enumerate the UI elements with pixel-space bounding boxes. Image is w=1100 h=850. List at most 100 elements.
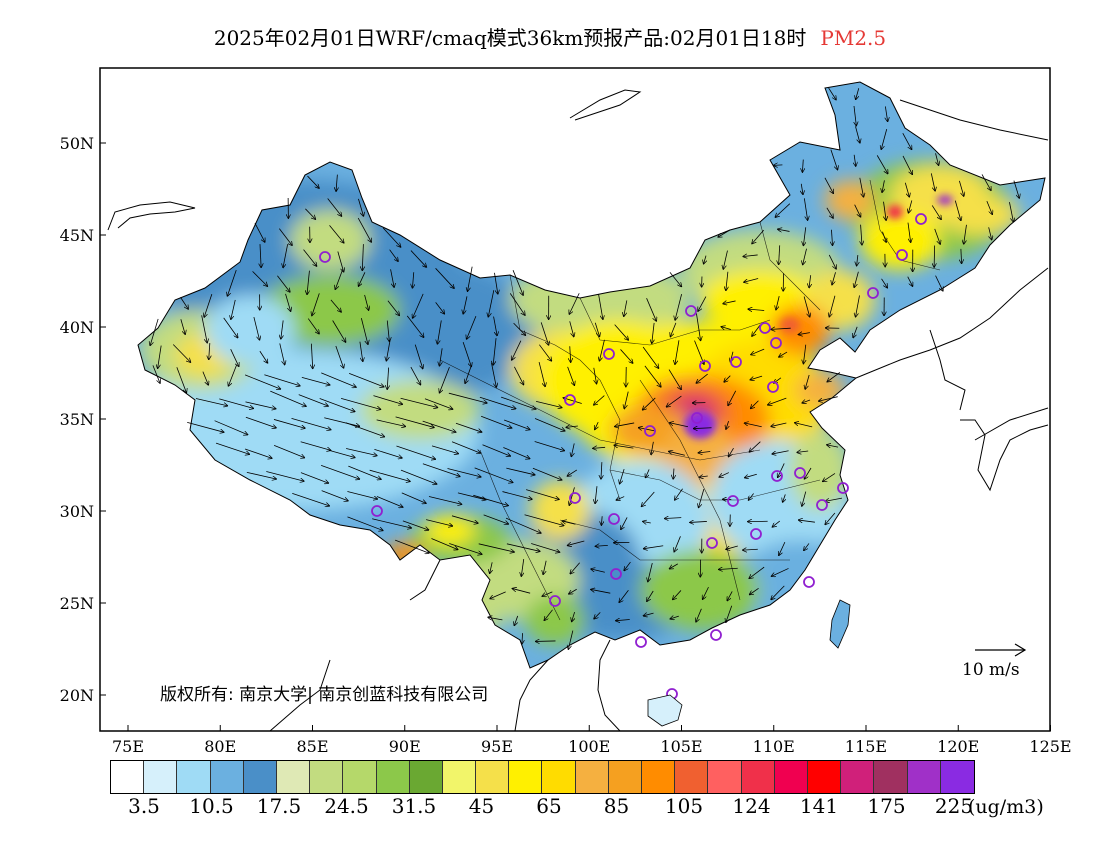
wind-arrow bbox=[775, 203, 791, 217]
wind-arrow bbox=[771, 585, 785, 600]
wind-scale-arrow bbox=[975, 643, 1027, 657]
wind-arrow bbox=[902, 132, 912, 149]
wind-arrow bbox=[273, 419, 305, 428]
wind-arrow bbox=[340, 397, 380, 409]
wind-arrow bbox=[778, 463, 785, 477]
wind-arrow bbox=[327, 198, 342, 216]
city-marker bbox=[564, 394, 576, 406]
wind-arrow bbox=[473, 494, 508, 505]
wind-arrow bbox=[667, 395, 682, 407]
wind-arrow bbox=[902, 155, 912, 174]
wind-arrow bbox=[954, 200, 961, 221]
city-marker bbox=[549, 595, 561, 607]
wind-arrow bbox=[694, 340, 704, 364]
wind-arrow bbox=[748, 309, 765, 310]
wind-arrow bbox=[651, 441, 653, 455]
wind-arrow bbox=[369, 469, 410, 481]
wind-arrow bbox=[797, 451, 809, 452]
wind-arrow bbox=[798, 333, 810, 335]
wind-arrow bbox=[805, 374, 810, 389]
wind-arrow bbox=[726, 271, 728, 291]
wind-arrow bbox=[335, 345, 344, 368]
city-marker bbox=[915, 213, 927, 225]
legend-label: 85 bbox=[603, 794, 630, 818]
wind-arrow bbox=[771, 328, 791, 329]
wind-arrow bbox=[462, 342, 471, 366]
legend-label: 45 bbox=[468, 794, 495, 818]
wind-arrow bbox=[319, 398, 355, 411]
wind-arrow bbox=[885, 106, 887, 121]
city-marker bbox=[803, 576, 815, 588]
wind-arrow bbox=[961, 248, 962, 263]
city-marker bbox=[816, 499, 828, 511]
wind-arrow bbox=[700, 476, 708, 477]
wind-arrow bbox=[776, 296, 780, 309]
y-tick-label: 35N bbox=[60, 410, 94, 429]
wind-arrow bbox=[387, 320, 389, 342]
wind-arrow bbox=[772, 450, 789, 454]
wind-arrow bbox=[252, 271, 268, 286]
wind-arrow bbox=[624, 300, 628, 316]
wind-arrow bbox=[803, 344, 805, 364]
x-tick-label: 125E bbox=[1029, 737, 1071, 756]
wind-arrow bbox=[328, 449, 355, 457]
wind-arrow bbox=[567, 469, 578, 476]
wind-arrow bbox=[329, 225, 344, 242]
wind-arrow bbox=[935, 153, 939, 165]
wind-arrow bbox=[804, 543, 810, 550]
city-marker bbox=[691, 412, 703, 424]
wind-arrow bbox=[694, 428, 712, 429]
wind-arrow bbox=[305, 208, 315, 219]
wind-arrow bbox=[827, 445, 839, 447]
wind-arrow bbox=[774, 165, 783, 166]
wind-arrow bbox=[246, 471, 276, 479]
wind-arrow bbox=[639, 428, 657, 432]
wind-arrow bbox=[729, 448, 734, 456]
taiwan-island bbox=[829, 599, 851, 649]
wind-arrow bbox=[783, 494, 786, 502]
legend-label: 24.5 bbox=[324, 794, 369, 818]
wind-arrow bbox=[514, 615, 519, 625]
wind-arrow bbox=[723, 301, 736, 304]
wind-arrow bbox=[704, 255, 706, 264]
legend-label: 10.5 bbox=[189, 794, 234, 818]
wind-arrow bbox=[412, 272, 413, 288]
wind-arrow bbox=[152, 365, 160, 383]
wind-arrow bbox=[779, 541, 786, 555]
wind-arrow bbox=[567, 366, 575, 385]
wind-arrow bbox=[540, 322, 548, 345]
wind-arrow bbox=[828, 87, 836, 100]
wind-arrow bbox=[401, 492, 426, 503]
wind-arrow bbox=[447, 468, 480, 477]
wind-arrow bbox=[244, 448, 272, 458]
wind-arrow bbox=[614, 445, 634, 449]
wind-arrow bbox=[478, 543, 514, 552]
wind-arrow bbox=[422, 463, 460, 477]
wind-arrow bbox=[699, 489, 705, 507]
x-tick-label: 100E bbox=[568, 737, 610, 756]
wind-arrow bbox=[395, 416, 434, 428]
wind-arrow bbox=[591, 569, 605, 573]
wind-arrow bbox=[532, 467, 562, 480]
wind-arrow bbox=[876, 155, 887, 173]
wind-arrow bbox=[307, 318, 319, 334]
wind-arrow bbox=[359, 341, 363, 362]
map-frame bbox=[99, 67, 1051, 732]
wind-arrow bbox=[724, 375, 731, 382]
city-marker bbox=[685, 305, 697, 317]
wind-arrow bbox=[690, 521, 707, 522]
wind-arrow bbox=[298, 394, 328, 406]
wind-arrow bbox=[624, 391, 629, 409]
wind-arrow bbox=[259, 350, 268, 363]
wind-arrow bbox=[563, 398, 582, 404]
wind-arrow bbox=[500, 396, 536, 409]
legend-label: 3.5 bbox=[128, 794, 160, 818]
wind-arrow bbox=[568, 540, 585, 545]
pm25-forecast-map: 75E 80E 85E 90E 95E 100E 105E 110E 115E 120E 125E 1… bbox=[60, 67, 1072, 756]
legend-swatch bbox=[642, 761, 676, 793]
y-tick-label: 50N bbox=[60, 134, 94, 153]
city-marker bbox=[635, 636, 647, 648]
wind-arrow bbox=[245, 416, 276, 428]
city-marker bbox=[319, 251, 331, 263]
wind-arrow bbox=[726, 545, 738, 549]
